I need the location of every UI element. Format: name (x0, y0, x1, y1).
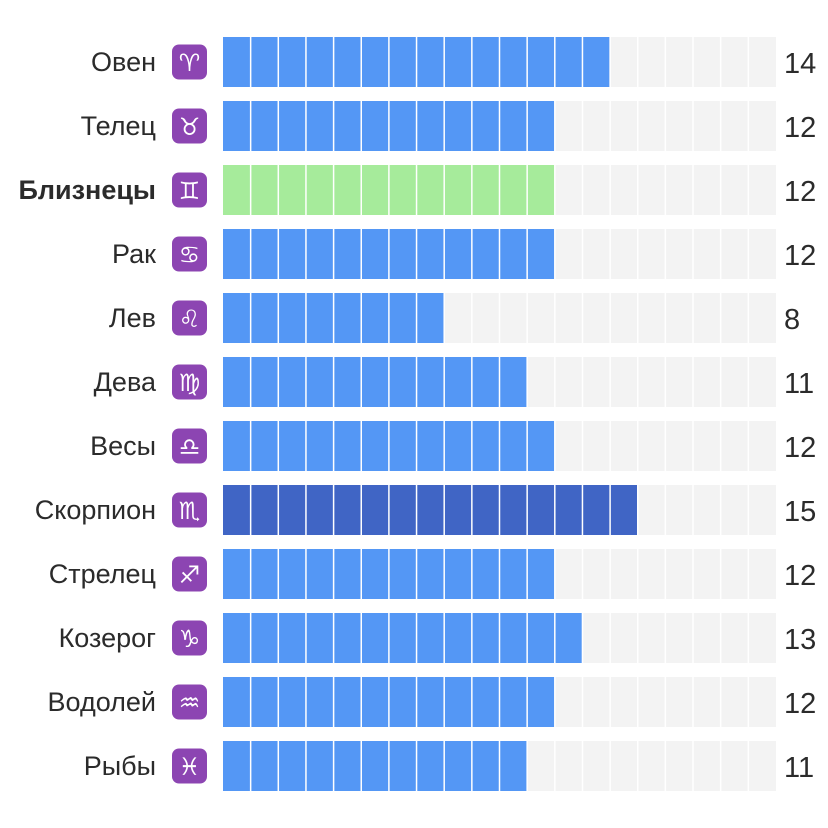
zodiac-sign-icon: ♉ (172, 108, 207, 144)
sign-glyph: ♉ (179, 113, 201, 141)
zodiac-sign-icon: ♈ (172, 44, 207, 80)
sign-glyph: ♓ (179, 753, 201, 781)
category-label: Лев (109, 303, 156, 333)
chart-row: Водолей ♒ 12 (48, 677, 816, 727)
category-label: Водолей (48, 687, 156, 717)
value-label: 13 (784, 624, 816, 656)
sign-glyph: ♑ (179, 625, 201, 653)
sign-badge-background (172, 300, 207, 336)
chart-row: Скорпион ♏ 15 (35, 485, 816, 535)
sign-glyph: ♈ (179, 49, 201, 77)
zodiac-sign-icon: ♍ (172, 364, 207, 400)
category-label: Близнецы (18, 175, 156, 205)
sign-badge-background (172, 684, 207, 720)
sign-badge-background (172, 556, 207, 592)
value-label: 12 (784, 560, 816, 592)
sign-badge-background (172, 44, 207, 80)
chart-row: Весы ♎ 12 (90, 421, 816, 471)
chart-row: Лев ♌ 8 (109, 293, 800, 343)
chart-row: Близнецы ♊ 12 (18, 165, 816, 215)
chart-row: Козерог ♑ 13 (59, 613, 816, 663)
chart-row: Стрелец ♐ 12 (49, 549, 816, 599)
sign-glyph: ♒ (179, 689, 201, 717)
category-label: Скорпион (35, 495, 156, 525)
value-label: 12 (784, 176, 816, 208)
sign-badge-background (172, 492, 207, 528)
sign-glyph: ♍ (179, 369, 201, 397)
bar (223, 613, 583, 663)
zodiac-sign-icon: ♐ (172, 556, 207, 592)
zodiac-sign-icon: ♒ (172, 684, 207, 720)
value-label: 12 (784, 688, 816, 720)
sign-badge-background (172, 748, 207, 784)
bar (223, 741, 528, 791)
sign-glyph: ♎ (179, 433, 201, 461)
chart-row: Дева ♍ 11 (94, 357, 814, 407)
value-label: 11 (784, 368, 814, 400)
chart-row: Рак ♋ 12 (112, 229, 816, 279)
zodiac-sign-icon: ♎ (172, 428, 207, 464)
value-label: 12 (784, 112, 816, 144)
category-label: Овен (91, 47, 156, 77)
bar (223, 357, 528, 407)
zodiac-sign-icon: ♏ (172, 492, 207, 528)
category-label: Рыбы (84, 751, 156, 781)
value-label: 12 (784, 240, 816, 272)
chart-row: Телец ♉ 12 (81, 101, 816, 151)
zodiac-sign-icon: ♊ (172, 172, 207, 208)
value-label: 15 (784, 496, 816, 528)
sign-glyph: ♊ (179, 177, 201, 205)
value-label: 14 (784, 48, 816, 80)
zodiac-sign-icon: ♌ (172, 300, 207, 336)
category-label: Дева (94, 367, 157, 397)
sign-glyph: ♏ (179, 497, 201, 525)
category-label: Стрелец (49, 559, 156, 589)
sign-badge-background (172, 620, 207, 656)
category-label: Козерог (59, 623, 157, 653)
chart-row: Овен ♈ 14 (91, 37, 816, 87)
category-label: Телец (81, 111, 156, 141)
value-label: 8 (784, 304, 800, 336)
sign-glyph: ♌ (179, 305, 201, 333)
value-label: 12 (784, 432, 816, 464)
value-label: 11 (784, 752, 814, 784)
sign-badge-background (172, 108, 207, 144)
category-label: Рак (112, 239, 156, 269)
sign-badge-background (172, 236, 207, 272)
zodiac-sign-icon: ♓ (172, 748, 207, 784)
sign-glyph: ♐ (179, 561, 201, 589)
zodiac-sign-icon: ♋ (172, 236, 207, 272)
category-label: Весы (90, 431, 156, 461)
sign-glyph: ♋ (179, 241, 201, 269)
zodiac-sign-icon: ♑ (172, 620, 207, 656)
chart-row: Рыбы ♓ 11 (84, 741, 814, 791)
bar (223, 485, 638, 535)
sign-badge-background (172, 364, 207, 400)
sign-badge-background (172, 428, 207, 464)
sign-badge-background (172, 172, 207, 208)
